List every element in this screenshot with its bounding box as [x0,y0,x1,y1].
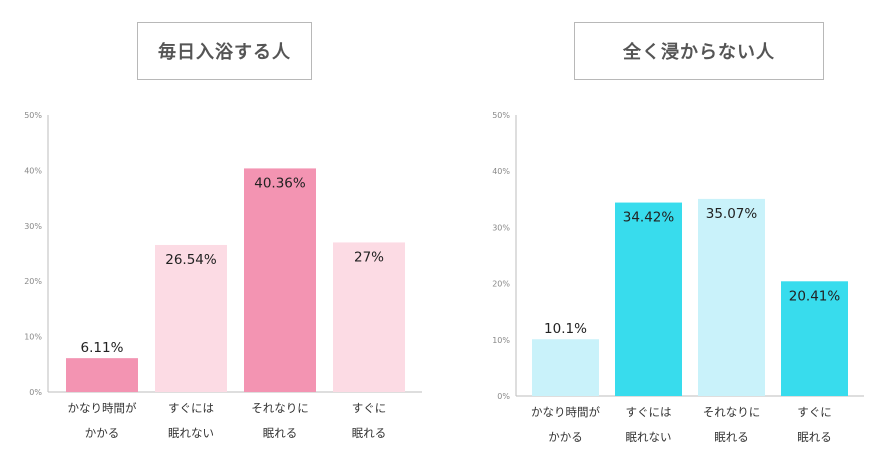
bar-value-label: 34.42% [623,210,675,226]
bar-value-label: 6.11% [81,340,124,356]
chart-title-left: 毎日入浴する人 [137,22,312,80]
y-tick-label: 10% [24,333,42,342]
x-category-label: かかる [85,426,120,440]
x-category-label: すぐに [352,401,387,415]
bar [781,281,848,396]
y-tick-label: 40% [492,167,510,176]
y-tick-label: 20% [492,280,510,289]
y-tick-label: 30% [24,222,42,231]
y-tick-label: 10% [492,336,510,345]
bar [333,242,405,392]
x-category-label: 眠れない [168,426,214,440]
x-category-label: すぐには [168,401,214,415]
y-tick-label: 0% [497,392,510,401]
bar-value-label: 27% [354,249,384,265]
x-category-label: すぐには [626,405,672,419]
x-category-label: 眠れる [797,430,832,444]
y-tick-label: 30% [492,223,510,232]
x-category-label: それなりに [251,401,309,415]
x-category-label: すぐに [797,405,832,419]
x-category-label: かかる [548,430,583,444]
y-tick-label: 50% [24,111,42,120]
x-category-label: 眠れない [626,430,672,444]
x-category-label: かなり時間が [68,401,137,415]
bar [66,358,138,392]
x-category-label: それなりに [703,405,761,419]
x-category-label: かなり時間が [531,405,600,419]
bar-value-label: 40.36% [254,175,306,191]
y-tick-label: 0% [29,388,42,397]
bar-value-label: 35.07% [706,206,758,222]
bar-value-label: 20.41% [789,288,841,304]
y-tick-label: 20% [24,277,42,286]
y-tick-label: 50% [492,111,510,120]
x-category-label: 眠れる [352,426,387,440]
bar [244,168,316,392]
bar [698,198,765,396]
x-category-label: 眠れる [263,426,298,440]
bar [532,339,599,396]
bar [615,202,682,396]
bar-value-label: 10.1% [544,321,587,337]
y-tick-label: 40% [24,166,42,175]
chart-title-right: 全く浸からない人 [574,22,824,80]
x-category-label: 眠れる [714,430,749,444]
bar [155,244,227,392]
bar-value-label: 26.54% [165,252,217,268]
